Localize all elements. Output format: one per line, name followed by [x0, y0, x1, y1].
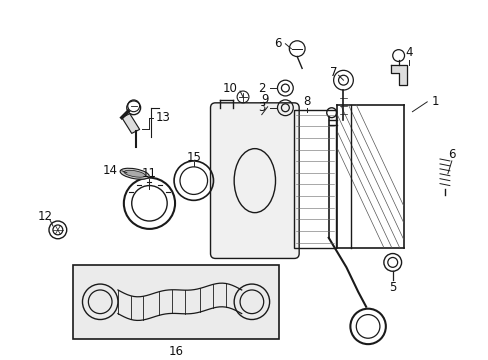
Text: 3: 3	[258, 101, 265, 114]
Text: 11: 11	[142, 167, 157, 180]
Text: 2: 2	[258, 82, 265, 95]
Text: 12: 12	[38, 210, 52, 222]
Text: 16: 16	[168, 345, 183, 357]
Polygon shape	[390, 66, 406, 85]
FancyBboxPatch shape	[210, 103, 299, 258]
Text: 4: 4	[405, 46, 412, 59]
Bar	[294, 110, 335, 248]
Text: 14: 14	[102, 164, 117, 177]
Text: 6: 6	[273, 37, 281, 50]
Polygon shape	[122, 114, 139, 133]
Text: 10: 10	[223, 82, 237, 95]
Text: 9: 9	[261, 93, 268, 107]
Ellipse shape	[120, 168, 149, 179]
Ellipse shape	[124, 170, 145, 177]
Bar	[73, 265, 279, 339]
Text: 8: 8	[303, 95, 310, 108]
Text: 6: 6	[447, 148, 455, 161]
Text: 13: 13	[156, 111, 170, 124]
Text: 7: 7	[329, 66, 337, 79]
Text: 5: 5	[388, 280, 396, 293]
Text: 1: 1	[430, 95, 438, 108]
Text: 15: 15	[186, 150, 201, 163]
